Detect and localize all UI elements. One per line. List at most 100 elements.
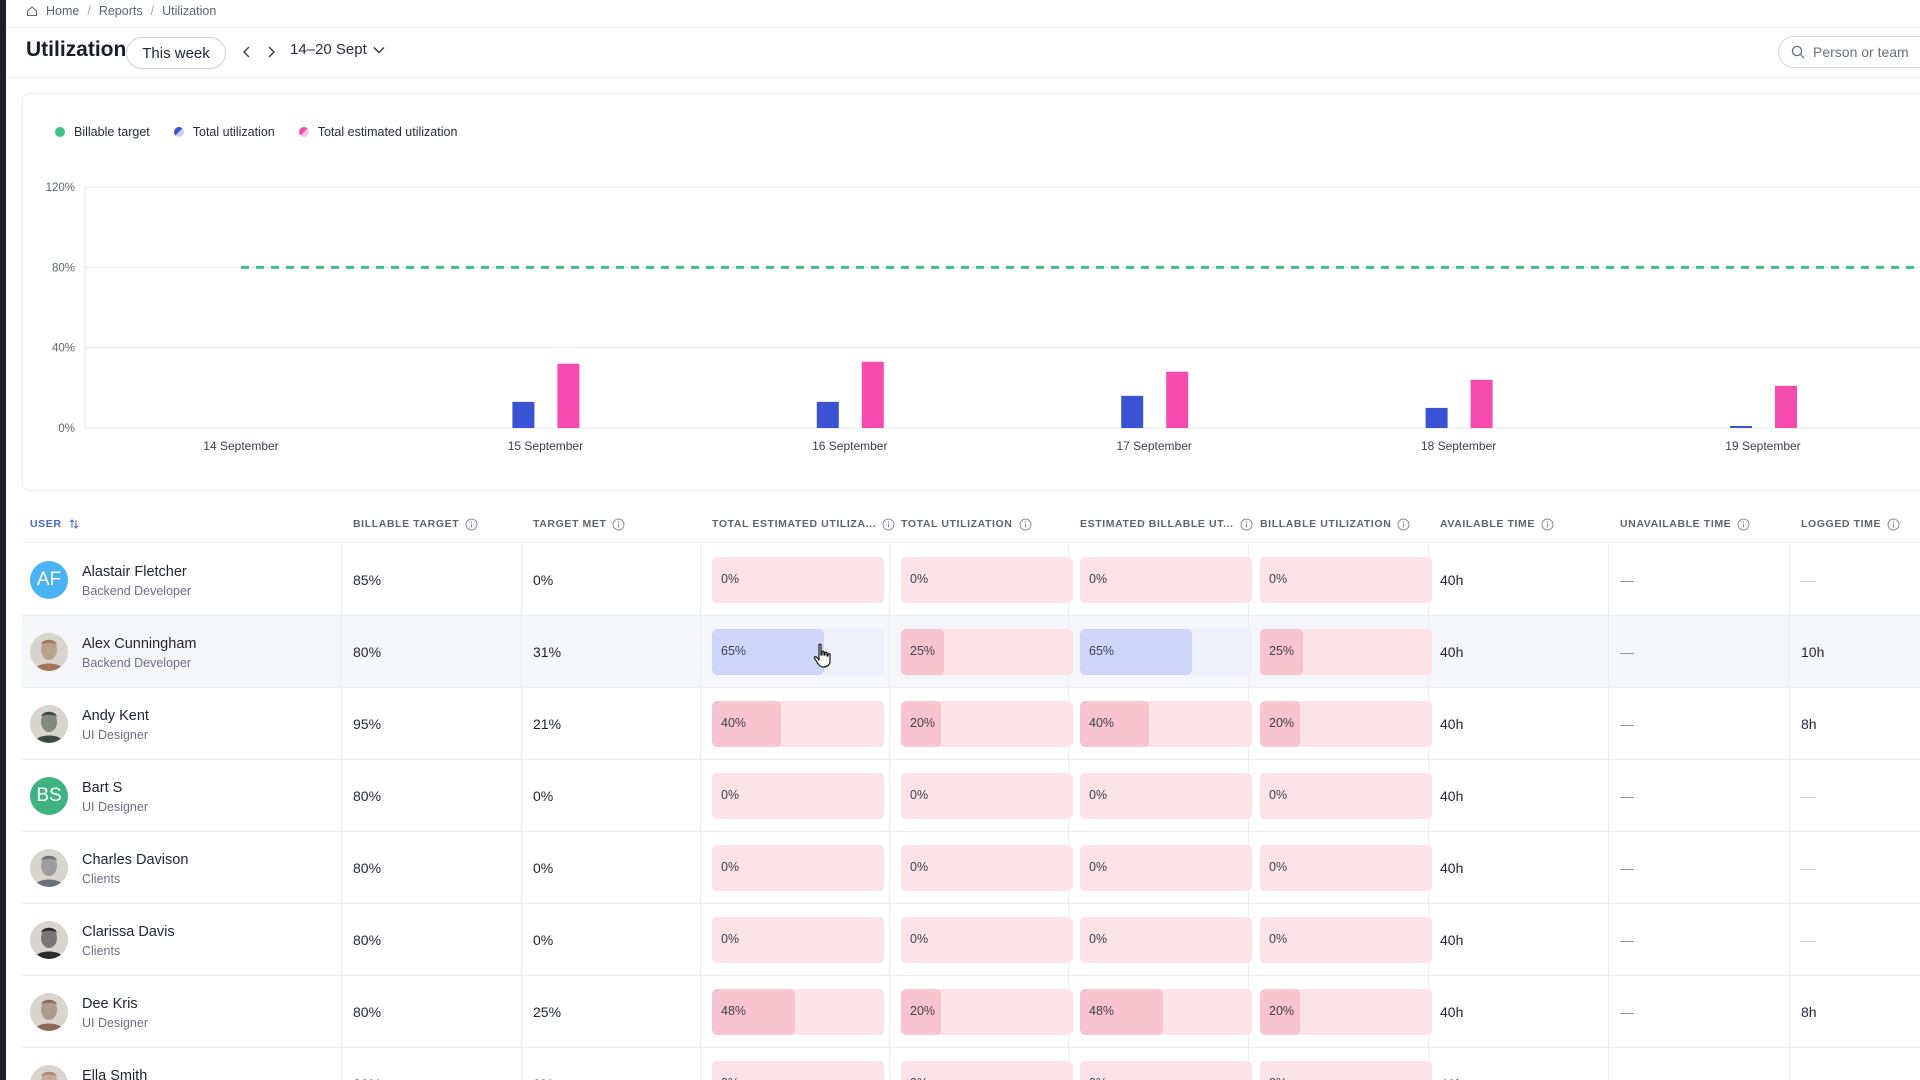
utilization-bar[interactable]: 20% xyxy=(901,701,1073,747)
utilization-bar[interactable]: 0% xyxy=(712,1061,884,1080)
y-tick-label: 40% xyxy=(52,343,75,355)
column-header[interactable]: ESTIMATED BILLABLE UT... xyxy=(1080,505,1253,543)
avatar[interactable] xyxy=(30,705,68,743)
avatar[interactable]: AF xyxy=(30,561,68,599)
avatar[interactable] xyxy=(30,1065,68,1080)
utilization-bar[interactable]: 65% xyxy=(712,629,884,675)
target-met-value: 31% xyxy=(533,644,562,660)
avatar[interactable]: BS xyxy=(30,777,68,815)
previous-week-button[interactable] xyxy=(238,42,256,62)
column-header[interactable]: BILLABLE UTILIZATION xyxy=(1260,505,1410,543)
this-week-button[interactable]: This week xyxy=(126,37,226,69)
legend-total-utilization[interactable]: Total utilization xyxy=(173,125,275,139)
utilization-bar[interactable]: 0% xyxy=(901,773,1073,819)
column-header[interactable]: UNAVAILABLE TIME xyxy=(1620,505,1750,543)
avatar[interactable] xyxy=(30,633,68,671)
legend-total-estimated-utilization[interactable]: Total estimated utilization xyxy=(298,125,457,139)
legend-billable-target[interactable]: Billable target xyxy=(55,125,150,139)
utilization-bar[interactable]: 0% xyxy=(1260,845,1432,891)
utilization-bar[interactable]: 0% xyxy=(712,557,884,603)
info-icon[interactable] xyxy=(465,518,478,531)
avatar-photo xyxy=(30,1065,68,1080)
column-header[interactable]: TOTAL UTILIZATION xyxy=(901,505,1032,543)
user-name[interactable]: Alastair Fletcher xyxy=(82,564,187,580)
utilization-bar[interactable]: 40% xyxy=(712,701,884,747)
utilization-bar[interactable]: 20% xyxy=(901,989,1073,1035)
user-name[interactable]: Andy Kent xyxy=(82,708,149,724)
utilization-bar[interactable]: 0% xyxy=(901,557,1073,603)
table-row[interactable]: AF Alastair Fletcher Backend Developer 85% 0… xyxy=(22,544,1920,616)
utilization-bar[interactable]: 0% xyxy=(1260,917,1432,963)
search-box[interactable] xyxy=(1778,36,1920,68)
utilization-bar[interactable]: 0% xyxy=(1260,773,1432,819)
utilization-bar[interactable]: 20% xyxy=(1260,701,1432,747)
utilization-bar[interactable]: 40% xyxy=(1080,701,1252,747)
utilization-bar[interactable]: 25% xyxy=(901,629,1073,675)
date-range-dropdown[interactable]: 14–20 Sept xyxy=(290,41,385,58)
avatar[interactable] xyxy=(30,921,68,959)
unavailable-time-value: — xyxy=(1620,716,1634,732)
info-icon[interactable] xyxy=(1541,518,1554,531)
utilization-bar[interactable]: 20% xyxy=(1260,989,1432,1035)
utilization-bar[interactable]: 0% xyxy=(1080,917,1252,963)
home-icon[interactable] xyxy=(26,5,38,17)
bar-total-estimated-utilization xyxy=(861,361,884,428)
avatar[interactable] xyxy=(30,849,68,887)
user-name[interactable]: Ella Smith xyxy=(82,1068,148,1080)
info-icon[interactable] xyxy=(882,518,895,531)
table-row[interactable]: Ella Smith 80% 0% 0% 0% 0% 0% 40h xyxy=(22,1048,1920,1080)
utilization-bar[interactable]: 48% xyxy=(712,989,884,1035)
user-name[interactable]: Charles Davison xyxy=(82,852,189,868)
table-row[interactable]: Dee Kris UI Designer 80% 25% 48% 20% 48% 20% 40h… xyxy=(22,976,1920,1048)
info-icon[interactable] xyxy=(1240,518,1253,531)
info-icon[interactable] xyxy=(1887,518,1900,531)
table-row[interactable]: BS Bart S UI Designer 80% 0% 0% 0% 0% 0% 40h — — xyxy=(22,760,1920,832)
user-name[interactable]: Bart S xyxy=(82,780,123,796)
utilization-bar[interactable]: 0% xyxy=(1080,557,1252,603)
utilization-bar[interactable]: 0% xyxy=(901,917,1073,963)
utilization-bar[interactable]: 0% xyxy=(1080,845,1252,891)
utilization-bar[interactable]: 0% xyxy=(901,845,1073,891)
column-header[interactable]: BILLABLE TARGET xyxy=(353,505,478,543)
breadcrumb-home[interactable]: Home xyxy=(46,4,80,18)
utilization-bar[interactable]: 0% xyxy=(1080,1061,1252,1080)
info-icon[interactable] xyxy=(1019,518,1032,531)
utilization-bar[interactable]: 0% xyxy=(1260,557,1432,603)
info-icon[interactable] xyxy=(1737,518,1750,531)
next-week-button[interactable] xyxy=(262,42,280,62)
utilization-bar[interactable]: 0% xyxy=(712,917,884,963)
utilization-bar[interactable]: 0% xyxy=(712,845,884,891)
utilization-bar[interactable]: 65% xyxy=(1080,629,1252,675)
chart-legend: Billable target Total utilization Total … xyxy=(55,125,457,139)
column-header[interactable]: TOTAL ESTIMATED UTILIZA... xyxy=(712,505,895,543)
utilization-bar[interactable]: 0% xyxy=(1260,1061,1432,1080)
billable-target-value: 80% xyxy=(353,860,382,876)
search-input[interactable] xyxy=(1813,44,1920,60)
utilization-bar[interactable]: 0% xyxy=(901,1061,1073,1080)
table-row[interactable]: Andy Kent UI Designer 95% 21% 40% 20% 40% 20% 40… xyxy=(22,688,1920,760)
user-name[interactable]: Clarissa Davis xyxy=(82,924,175,940)
table-row[interactable]: Alex Cunningham Backend Developer 80% 31% 65… xyxy=(22,616,1920,688)
info-icon[interactable] xyxy=(612,518,625,531)
column-divider xyxy=(889,832,890,904)
legend-label: Billable target xyxy=(74,125,150,139)
avatar[interactable] xyxy=(30,993,68,1031)
utilization-bar[interactable]: 0% xyxy=(712,773,884,819)
table-row[interactable]: Charles Davison Clients 80% 0% 0% 0% 0% 0% 40h — — xyxy=(22,832,1920,904)
user-name[interactable]: Alex Cunningham xyxy=(82,636,197,652)
table-row[interactable]: Clarissa Davis Clients 80% 0% 0% 0% 0% 0% 40h — — xyxy=(22,904,1920,976)
utilization-bar[interactable]: 25% xyxy=(1260,629,1432,675)
utilization-bar[interactable]: 48% xyxy=(1080,989,1252,1035)
column-header[interactable]: TARGET MET xyxy=(533,505,625,543)
breadcrumb-utilization[interactable]: Utilization xyxy=(162,4,217,18)
column-header[interactable]: LOGGED TIME xyxy=(1801,505,1900,543)
column-divider xyxy=(521,616,522,688)
avatar-photo xyxy=(30,993,68,1031)
column-header[interactable]: USER xyxy=(30,505,80,543)
breadcrumb-reports[interactable]: Reports xyxy=(98,4,143,18)
user-name[interactable]: Dee Kris xyxy=(82,996,138,1012)
utilization-bar[interactable]: 0% xyxy=(1080,773,1252,819)
sort-icon[interactable] xyxy=(68,518,80,530)
column-header[interactable]: AVAILABLE TIME xyxy=(1440,505,1554,543)
info-icon[interactable] xyxy=(1397,518,1410,531)
